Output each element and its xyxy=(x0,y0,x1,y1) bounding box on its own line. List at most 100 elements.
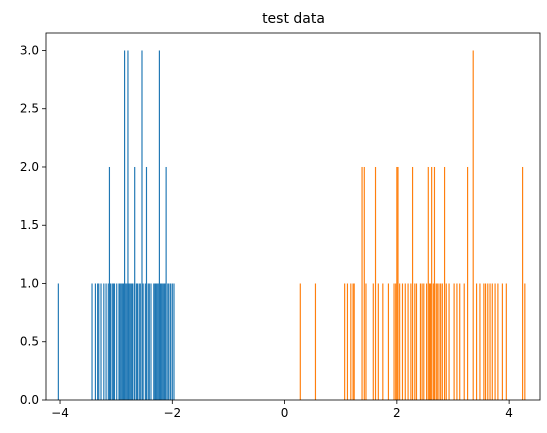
bar-series-1-59 xyxy=(497,283,499,400)
y-tick-label-4: 2.0 xyxy=(20,160,39,174)
bar-series-0-43 xyxy=(155,283,157,400)
bar-series-0-52 xyxy=(165,166,167,400)
bar-series-0-54 xyxy=(168,283,170,400)
bar-series-1-11 xyxy=(374,166,377,400)
bar-series-1-43 xyxy=(445,283,447,400)
bar-series-0-10 xyxy=(109,283,112,400)
bar-series-1-61 xyxy=(505,283,507,400)
bar-series-0-15 xyxy=(118,283,120,400)
bar-series-0-56 xyxy=(171,283,173,400)
bar-series-0-4 xyxy=(98,283,100,400)
bar-series-1-45 xyxy=(453,283,455,400)
x-tick-label-3: 2 xyxy=(393,406,401,420)
bar-series-0-6 xyxy=(103,283,105,400)
bar-series-1-27 xyxy=(419,283,422,400)
bar-series-1-58 xyxy=(494,283,496,400)
x-axis: −4 −2 0 2 4 xyxy=(51,400,513,420)
bar-series-0-13 xyxy=(113,283,116,400)
bar-series-0-21 xyxy=(125,283,127,400)
bar-series-0-0 xyxy=(57,283,59,400)
bar-series-0-23 xyxy=(127,50,129,400)
y-tick-label-3: 1.5 xyxy=(20,218,39,232)
bar-series-0-17 xyxy=(120,283,122,400)
bar-series-1-21 xyxy=(404,283,406,400)
bar-series-0-34 xyxy=(141,50,143,400)
bar-series-1-31 xyxy=(427,166,429,400)
bar-series-1-48 xyxy=(463,283,465,400)
bar-series-0-11 xyxy=(111,283,113,400)
bar-series-1-23 xyxy=(410,283,412,400)
x-tick-label-1: −2 xyxy=(163,406,181,420)
bar-series-1-26 xyxy=(415,283,418,400)
bar-series-0-20 xyxy=(124,50,126,400)
bar-series-1-4 xyxy=(350,283,352,400)
bar-series-1-10 xyxy=(372,283,374,400)
bar-series-1-47 xyxy=(459,283,461,400)
bar-series-1-5 xyxy=(352,283,354,400)
bar-series-1-13 xyxy=(382,283,384,400)
bar-series-1-3 xyxy=(346,283,349,400)
bar-series-0-19 xyxy=(122,283,125,400)
bar-series-1-33 xyxy=(429,283,432,400)
bar-series-1-55 xyxy=(487,283,489,400)
bar-series-0-9 xyxy=(108,166,111,400)
bar-series-0-44 xyxy=(156,283,158,400)
bar-series-1-25 xyxy=(414,283,416,400)
bar-series-1-22 xyxy=(407,283,409,400)
bar-series-1-34 xyxy=(431,166,433,400)
bar-series-1-57 xyxy=(491,283,493,400)
bar-series-1-17 xyxy=(396,166,398,400)
bar-series-0-18 xyxy=(121,283,123,400)
bar-series-1-38 xyxy=(436,283,438,400)
bar-series-0-45 xyxy=(157,283,159,400)
bar-series-0-2 xyxy=(94,283,96,400)
y-tick-label-0: 0.0 xyxy=(20,393,39,407)
bar-series-1-63 xyxy=(524,283,526,400)
bar-series-0-5 xyxy=(100,283,102,400)
bar-series-0-49 xyxy=(162,283,164,400)
bar-series-1-44 xyxy=(448,283,450,400)
bar-series-0-51 xyxy=(164,283,166,400)
bar-series-0-39 xyxy=(148,283,150,400)
y-tick-label-2: 1.0 xyxy=(20,276,39,290)
bar-series-0-47 xyxy=(159,283,162,400)
bar-series-1-37 xyxy=(435,283,437,400)
bar-series-1-14 xyxy=(387,283,390,400)
bar-series-1-40 xyxy=(440,283,442,400)
bar-series-0-42 xyxy=(154,283,156,400)
bar-series-1-0 xyxy=(299,283,301,400)
y-tick-label-6: 3.0 xyxy=(20,43,39,57)
bar-series-0-22 xyxy=(126,283,128,400)
bar-series-0-30 xyxy=(135,283,137,400)
y-tick-label-1: 0.5 xyxy=(20,335,39,349)
bar-series-1-18 xyxy=(397,166,399,400)
bar-series-0-46 xyxy=(158,50,160,400)
y-axis: 0.0 0.5 1.0 1.5 2.0 2.5 3.0 xyxy=(20,43,46,407)
bar-series-1-7 xyxy=(361,166,363,400)
bar-series-0-53 xyxy=(167,283,169,400)
bar-series-1-29 xyxy=(423,283,425,400)
bar-series-0-40 xyxy=(150,283,152,400)
bar-series-0-48 xyxy=(161,283,163,400)
bar-series-1-49 xyxy=(467,166,469,400)
bar-series-0-7 xyxy=(105,283,107,400)
bar-series-1-54 xyxy=(484,283,487,400)
bar-series-1-62 xyxy=(522,166,524,400)
bar-series-0-36 xyxy=(144,283,146,400)
bar-series-0-1 xyxy=(91,283,93,400)
bar-series-0-27 xyxy=(131,283,134,400)
bar-series-0-25 xyxy=(129,283,131,400)
bar-series-1-16 xyxy=(395,283,397,400)
bar-series-0-35 xyxy=(142,283,144,400)
bar-series-1-32 xyxy=(428,283,430,400)
bar-series-0-12 xyxy=(112,283,114,400)
bar-series-1-28 xyxy=(421,283,423,400)
bar-series-0-50 xyxy=(163,283,165,400)
bar-series-1-52 xyxy=(479,283,481,400)
bar-series-0-55 xyxy=(170,283,172,400)
bar-series-1-53 xyxy=(483,283,485,400)
bar-series-0-26 xyxy=(130,283,132,400)
bar-series-1-50 xyxy=(472,50,474,400)
bar-series-1-9 xyxy=(365,283,367,400)
